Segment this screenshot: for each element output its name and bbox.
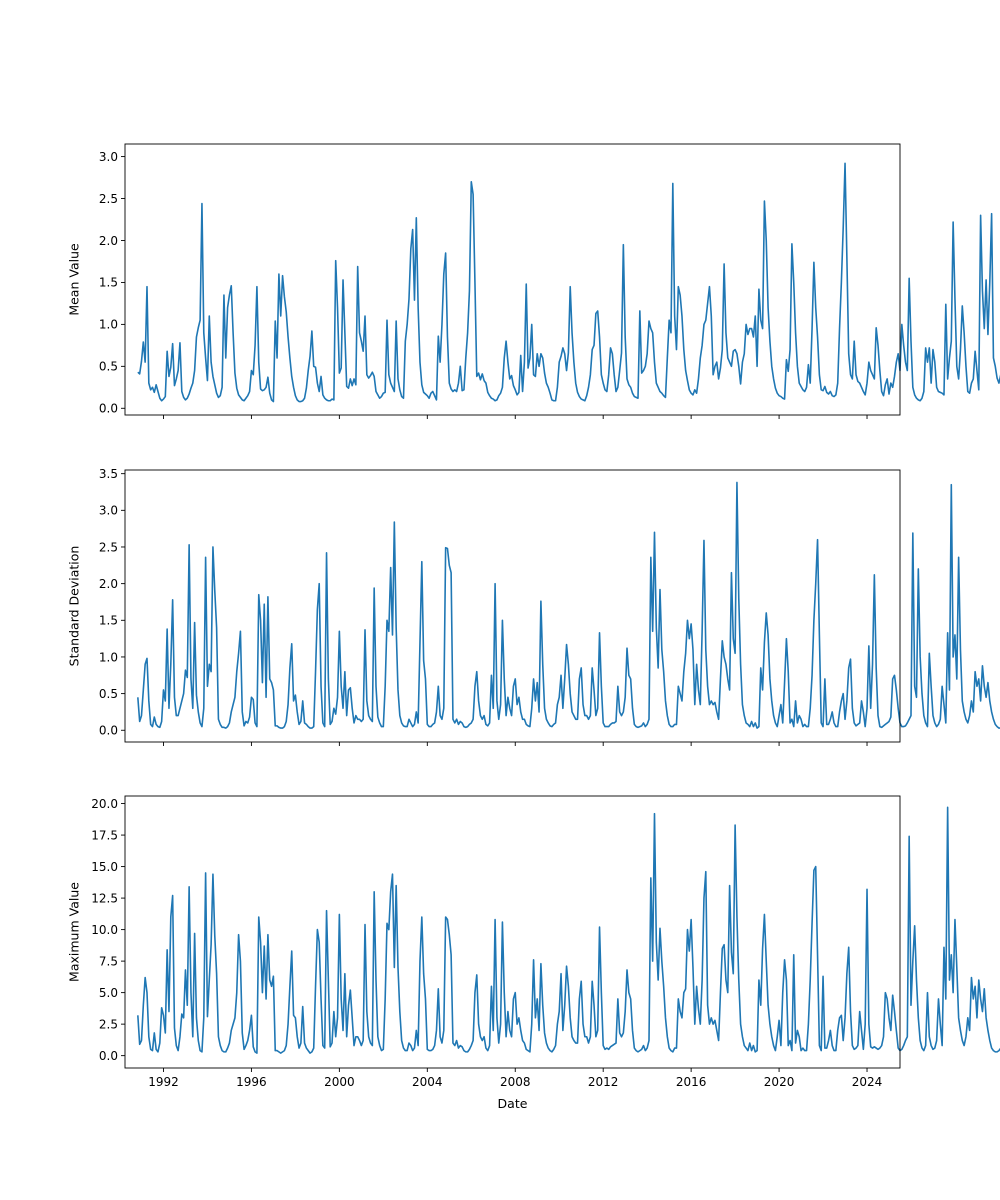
- maximum-value-y-tick-label: 10.0: [91, 923, 118, 937]
- mean-value-y-ticks: 0.0 0.5 1.0 1.5 2.0 2.5 3.0: [99, 150, 125, 416]
- mean-value-y-axis-label: Mean Value: [67, 243, 82, 316]
- maximum-value-y-tick-label: 17.5: [91, 828, 118, 842]
- mean-value-y-tick-label: 0.5: [99, 360, 118, 374]
- x-tick-label: 2008: [500, 1075, 531, 1089]
- maximum-value-y-tick-label: 15.0: [91, 860, 118, 874]
- standard-deviation-y-tick-label: 0.0: [99, 724, 118, 738]
- date-x-axis-label: Date: [498, 1096, 528, 1111]
- maximum-value-y-tick-label: 12.5: [91, 891, 118, 905]
- mean-value-series: [137, 162, 1000, 403]
- maximum-value-axes-frame: [124, 795, 901, 1069]
- x-tick-label: 2012: [588, 1075, 619, 1089]
- mean-value-panel: 0.0 0.5 1.0 1.5 2.0 2.5 3.0 Mean Value: [67, 143, 1000, 419]
- standard-deviation-x-ticks: [163, 742, 868, 746]
- x-tick-label: 2000: [324, 1075, 355, 1089]
- standard-deviation-y-tick-label: 3.0: [99, 504, 118, 518]
- standard-deviation-y-tick-label: 1.5: [99, 614, 118, 628]
- maximum-value-y-tick-label: 5.0: [99, 986, 118, 1000]
- maximum-value-y-ticks: 0.0 2.5 5.0 7.5 10.0 12.5 15.0 17.5 20.0: [91, 797, 125, 1063]
- standard-deviation-y-ticks: 0.0 0.5 1.0 1.5 2.0 2.5 3.0 3.5: [99, 467, 125, 738]
- x-tick-label: 2016: [676, 1075, 707, 1089]
- mean-value-axes-frame: [124, 143, 901, 416]
- mean-value-y-tick-label: 0.0: [99, 402, 118, 416]
- standard-deviation-y-tick-label: 3.5: [99, 467, 118, 481]
- mean-value-y-tick-label: 3.0: [99, 150, 118, 164]
- x-tick-label: 2024: [852, 1075, 883, 1089]
- mean-value-line: [137, 162, 1000, 403]
- maximum-value-y-tick-label: 0.0: [99, 1049, 118, 1063]
- maximum-value-y-tick-label: 20.0: [91, 797, 118, 811]
- standard-deviation-y-tick-label: 2.0: [99, 577, 118, 591]
- maximum-value-y-tick-label: 2.5: [99, 1017, 118, 1031]
- mean-value-x-ticks: [163, 415, 868, 419]
- maximum-value-y-tick-label: 7.5: [99, 954, 118, 968]
- standard-deviation-axes-frame: [124, 469, 901, 743]
- maximum-value-x-ticks: 1992 1996 2000 2004 2008 2012 2016 2020 2024: [148, 1068, 882, 1089]
- x-tick-label: 1992: [148, 1075, 179, 1089]
- maximum-value-line: [137, 806, 1000, 1054]
- standard-deviation-y-axis-label: Standard Deviation: [67, 546, 82, 667]
- mean-value-y-tick-label: 1.5: [99, 276, 118, 290]
- mean-value-y-tick-label: 2.5: [99, 192, 118, 206]
- maximum-value-y-axis-label: Maximum Value: [67, 882, 82, 982]
- x-tick-label: 1996: [236, 1075, 267, 1089]
- standard-deviation-y-tick-label: 2.5: [99, 540, 118, 554]
- mean-value-y-tick-label: 1.0: [99, 318, 118, 332]
- x-tick-label: 2004: [412, 1075, 443, 1089]
- standard-deviation-y-tick-label: 1.0: [99, 650, 118, 664]
- x-tick-label: 2020: [764, 1075, 795, 1089]
- standard-deviation-y-tick-label: 0.5: [99, 687, 118, 701]
- mean-value-y-tick-label: 2.0: [99, 234, 118, 248]
- standard-deviation-panel: 0.0 0.5 1.0 1.5 2.0 2.5 3.0 3.5 Standard Deviat…: [67, 467, 1000, 746]
- maximum-value-series: [137, 806, 1000, 1054]
- maximum-value-panel: 1992 1996 2000 2004 2008 2012 2016 2020 2024 0.0…: [67, 795, 1000, 1111]
